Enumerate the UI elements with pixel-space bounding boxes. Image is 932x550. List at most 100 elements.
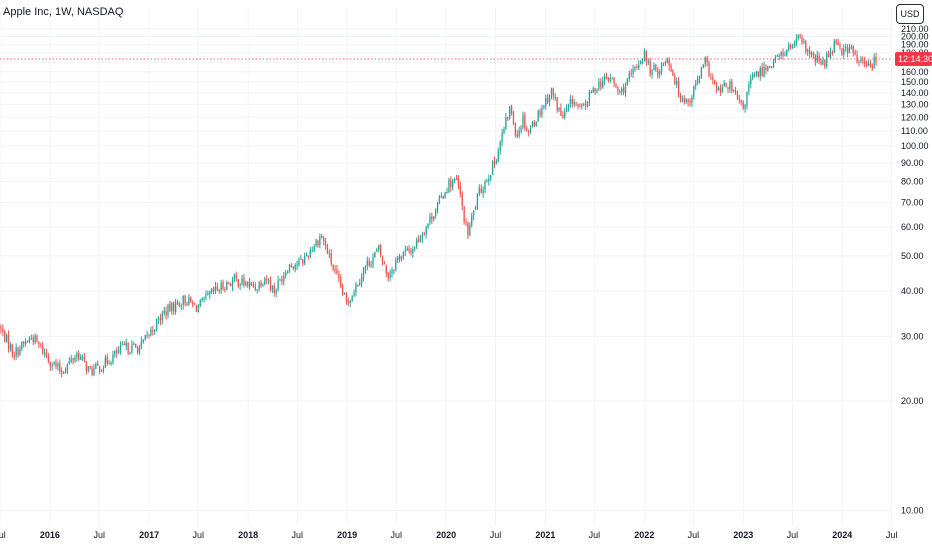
candle-body bbox=[214, 286, 217, 291]
currency-button[interactable]: USD bbox=[896, 4, 924, 24]
candle-body bbox=[810, 52, 813, 55]
candle-body bbox=[275, 290, 277, 293]
candle bbox=[472, 210, 475, 221]
candle-body bbox=[765, 67, 767, 71]
candle bbox=[406, 246, 408, 252]
candle-body bbox=[769, 66, 771, 68]
candle bbox=[778, 53, 780, 61]
candle-body bbox=[545, 98, 547, 107]
candle bbox=[824, 59, 826, 69]
x-tick-label: Jul bbox=[688, 530, 700, 540]
candle bbox=[526, 125, 528, 133]
candle-body bbox=[309, 250, 312, 256]
candle-body bbox=[34, 335, 36, 343]
candle bbox=[700, 66, 703, 79]
candle-body bbox=[700, 67, 703, 78]
candle-body bbox=[321, 236, 323, 238]
y-tick-label: 80.00 bbox=[901, 176, 924, 186]
candle-body bbox=[345, 293, 348, 301]
candle bbox=[516, 129, 518, 139]
candle bbox=[351, 295, 353, 302]
candle-body bbox=[681, 98, 684, 100]
candle-body bbox=[434, 210, 437, 216]
candle bbox=[32, 334, 34, 346]
candle bbox=[410, 247, 412, 256]
candle bbox=[434, 208, 437, 219]
candle-body bbox=[416, 239, 418, 247]
candle-body bbox=[814, 55, 816, 63]
candle bbox=[438, 195, 441, 205]
candle bbox=[575, 101, 577, 107]
candle bbox=[753, 72, 756, 78]
candle-body bbox=[706, 57, 708, 63]
candle-body bbox=[641, 60, 644, 62]
candle bbox=[862, 56, 864, 65]
candle-body bbox=[288, 264, 291, 273]
candle bbox=[385, 264, 387, 278]
price-tag-box bbox=[895, 51, 932, 66]
candle bbox=[837, 38, 839, 46]
candle bbox=[827, 50, 830, 58]
candle-body bbox=[799, 35, 801, 37]
candle bbox=[733, 89, 735, 93]
time-axis[interactable]: Jul 2016 Jul 2017 Jul 2018 Jul 2019 Jul 2020 Jul 20… bbox=[0, 530, 897, 540]
candle bbox=[190, 296, 192, 303]
candle bbox=[235, 271, 237, 282]
candle-body bbox=[774, 56, 777, 61]
candle-body bbox=[546, 97, 549, 103]
candle bbox=[285, 269, 287, 279]
symbol-title: Apple Inc, 1W, NASDAQ bbox=[3, 6, 124, 18]
candle-body bbox=[152, 330, 154, 332]
candle bbox=[546, 93, 549, 105]
candle bbox=[138, 344, 141, 356]
candle-body bbox=[715, 85, 718, 91]
candle-body bbox=[693, 85, 695, 97]
candle-body bbox=[190, 297, 192, 303]
candle bbox=[68, 356, 70, 365]
candle bbox=[123, 341, 126, 346]
candle-body bbox=[167, 304, 169, 316]
candle-body bbox=[421, 234, 424, 239]
candle bbox=[490, 175, 492, 182]
candle bbox=[717, 86, 720, 91]
candle-body bbox=[332, 264, 334, 270]
price-axis[interactable]: 10.00 20.00 30.00 40.00 50.00 60.00 70.00 80.00… bbox=[901, 24, 929, 516]
candle-body bbox=[683, 98, 685, 103]
candle-body bbox=[452, 181, 454, 188]
candle bbox=[797, 34, 799, 41]
candle bbox=[767, 65, 769, 72]
candle bbox=[571, 95, 573, 108]
candle bbox=[281, 275, 283, 286]
candle-body bbox=[860, 60, 862, 62]
candle-body bbox=[49, 361, 51, 367]
candle bbox=[784, 51, 786, 57]
candle bbox=[816, 50, 818, 64]
candle bbox=[421, 231, 424, 244]
candle bbox=[564, 107, 566, 120]
candle-body bbox=[613, 78, 615, 84]
candle-body bbox=[577, 103, 579, 106]
candle-body bbox=[442, 196, 444, 199]
candle-body bbox=[391, 270, 393, 274]
candle-body bbox=[5, 335, 8, 343]
candle bbox=[307, 255, 310, 260]
candle-body bbox=[793, 44, 796, 46]
candle-body bbox=[398, 256, 401, 260]
candle-body bbox=[262, 284, 264, 287]
candle bbox=[228, 281, 230, 285]
candle-body bbox=[628, 73, 630, 79]
candle bbox=[100, 369, 103, 372]
candle-body bbox=[322, 238, 325, 241]
candle bbox=[80, 354, 82, 360]
candle bbox=[59, 359, 61, 375]
candle bbox=[600, 78, 602, 91]
candle-body bbox=[653, 65, 655, 71]
candle bbox=[843, 44, 845, 59]
candle-body bbox=[558, 107, 560, 110]
candle bbox=[43, 348, 46, 358]
candle-body bbox=[672, 71, 674, 77]
candle-body bbox=[62, 372, 65, 374]
candle-body bbox=[856, 54, 858, 63]
candle bbox=[154, 328, 156, 335]
